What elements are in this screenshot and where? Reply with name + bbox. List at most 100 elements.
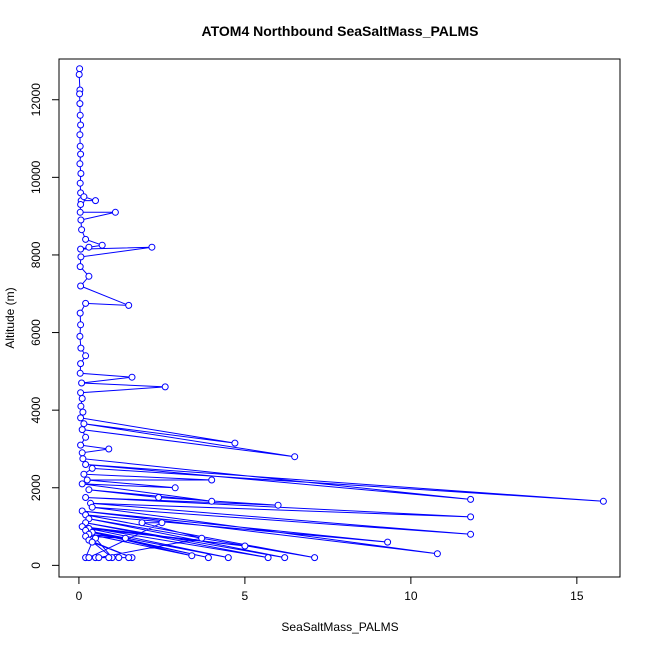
x-tick-label: 0 (76, 589, 83, 603)
data-point (105, 445, 113, 453)
data-point (125, 301, 133, 309)
plot-area (75, 65, 607, 562)
data-point (83, 476, 91, 484)
data-point (78, 395, 86, 402)
data-point (77, 321, 85, 329)
y-tick-label: 12000 (29, 83, 43, 117)
data-point (204, 554, 212, 562)
y-tick-label: 10000 (29, 160, 43, 194)
plot-frame (58, 58, 621, 578)
data-point (78, 226, 86, 234)
data-point (79, 408, 87, 416)
data-point (76, 90, 84, 98)
data-point (77, 216, 85, 224)
y-tick-label: 0 (29, 562, 43, 569)
y-tick-label: 6000 (29, 319, 43, 346)
data-point (82, 433, 90, 441)
data-point (111, 208, 119, 216)
data-point (198, 534, 206, 542)
data-point (77, 253, 85, 261)
data-point (78, 379, 86, 387)
data-point (76, 131, 84, 139)
data-point (76, 179, 84, 187)
data-point (85, 272, 93, 280)
data-point (82, 494, 90, 501)
data-point (77, 389, 85, 397)
data-point (76, 142, 84, 150)
data-point (78, 480, 86, 488)
data-point (76, 65, 84, 73)
data-point (80, 193, 88, 201)
data-point (467, 495, 475, 503)
data-point (82, 235, 90, 243)
data-point (274, 501, 282, 509)
data-point (76, 332, 84, 340)
data-point (76, 309, 84, 317)
data-point (384, 538, 392, 546)
data-point (85, 243, 93, 251)
data-point (188, 552, 196, 560)
data-point (467, 513, 475, 521)
data-point (264, 554, 272, 562)
data-point (171, 484, 179, 492)
data-point (155, 494, 163, 501)
data-point (138, 519, 146, 527)
data-point (77, 344, 85, 352)
data-point (77, 121, 85, 129)
data-point (77, 441, 85, 449)
data-point (76, 263, 84, 271)
data-point (433, 550, 441, 558)
data-point (121, 534, 129, 542)
data-point (77, 402, 85, 410)
data-point (76, 160, 84, 168)
chart-title: ATOM4 Northbound SeaSaltMass_PALMS (202, 23, 479, 39)
data-point (79, 455, 87, 463)
y-tick-label: 2000 (29, 474, 43, 501)
data-point (78, 449, 86, 457)
data-point (224, 554, 232, 562)
data-point (80, 420, 88, 428)
data-point (76, 100, 84, 108)
data-point (208, 497, 216, 505)
data-point (77, 201, 85, 208)
data-point (467, 530, 475, 538)
x-tick-label: 5 (242, 589, 249, 603)
x-tick-label: 15 (570, 589, 584, 603)
data-point (77, 245, 85, 253)
data-point (115, 554, 123, 562)
data-point (148, 243, 156, 251)
data-point (82, 461, 90, 468)
data-point (128, 373, 136, 381)
data-point (281, 554, 289, 562)
data-point (88, 464, 96, 472)
data-point (85, 486, 93, 494)
x-tick-label: 10 (404, 589, 418, 603)
data-point (76, 208, 84, 216)
y-axis-label: Altitude (m) (3, 287, 17, 348)
x-axis: 0 5 10 15 (76, 576, 584, 603)
y-axis: 0 2000 4000 6000 8000 10000 12000 (29, 83, 60, 569)
y-tick-label: 8000 (29, 241, 43, 268)
data-point (125, 554, 133, 562)
series-line (78, 68, 604, 559)
data-point (82, 299, 90, 307)
data-point (80, 470, 88, 478)
data-point (78, 426, 86, 434)
data-point (85, 554, 93, 562)
data-point (161, 383, 169, 391)
data-point (76, 111, 84, 119)
data-point (95, 554, 103, 562)
data-point (75, 71, 83, 78)
data-point (208, 476, 216, 484)
data-point (88, 538, 96, 546)
data-point (88, 503, 96, 511)
data-point (231, 439, 239, 447)
data-point (599, 497, 607, 505)
data-point (158, 519, 166, 527)
data-point (82, 352, 90, 360)
data-point (77, 150, 85, 158)
data-point (77, 170, 85, 177)
x-axis-label: SeaSaltMass_PALMS (281, 620, 398, 634)
data-point (77, 360, 85, 368)
